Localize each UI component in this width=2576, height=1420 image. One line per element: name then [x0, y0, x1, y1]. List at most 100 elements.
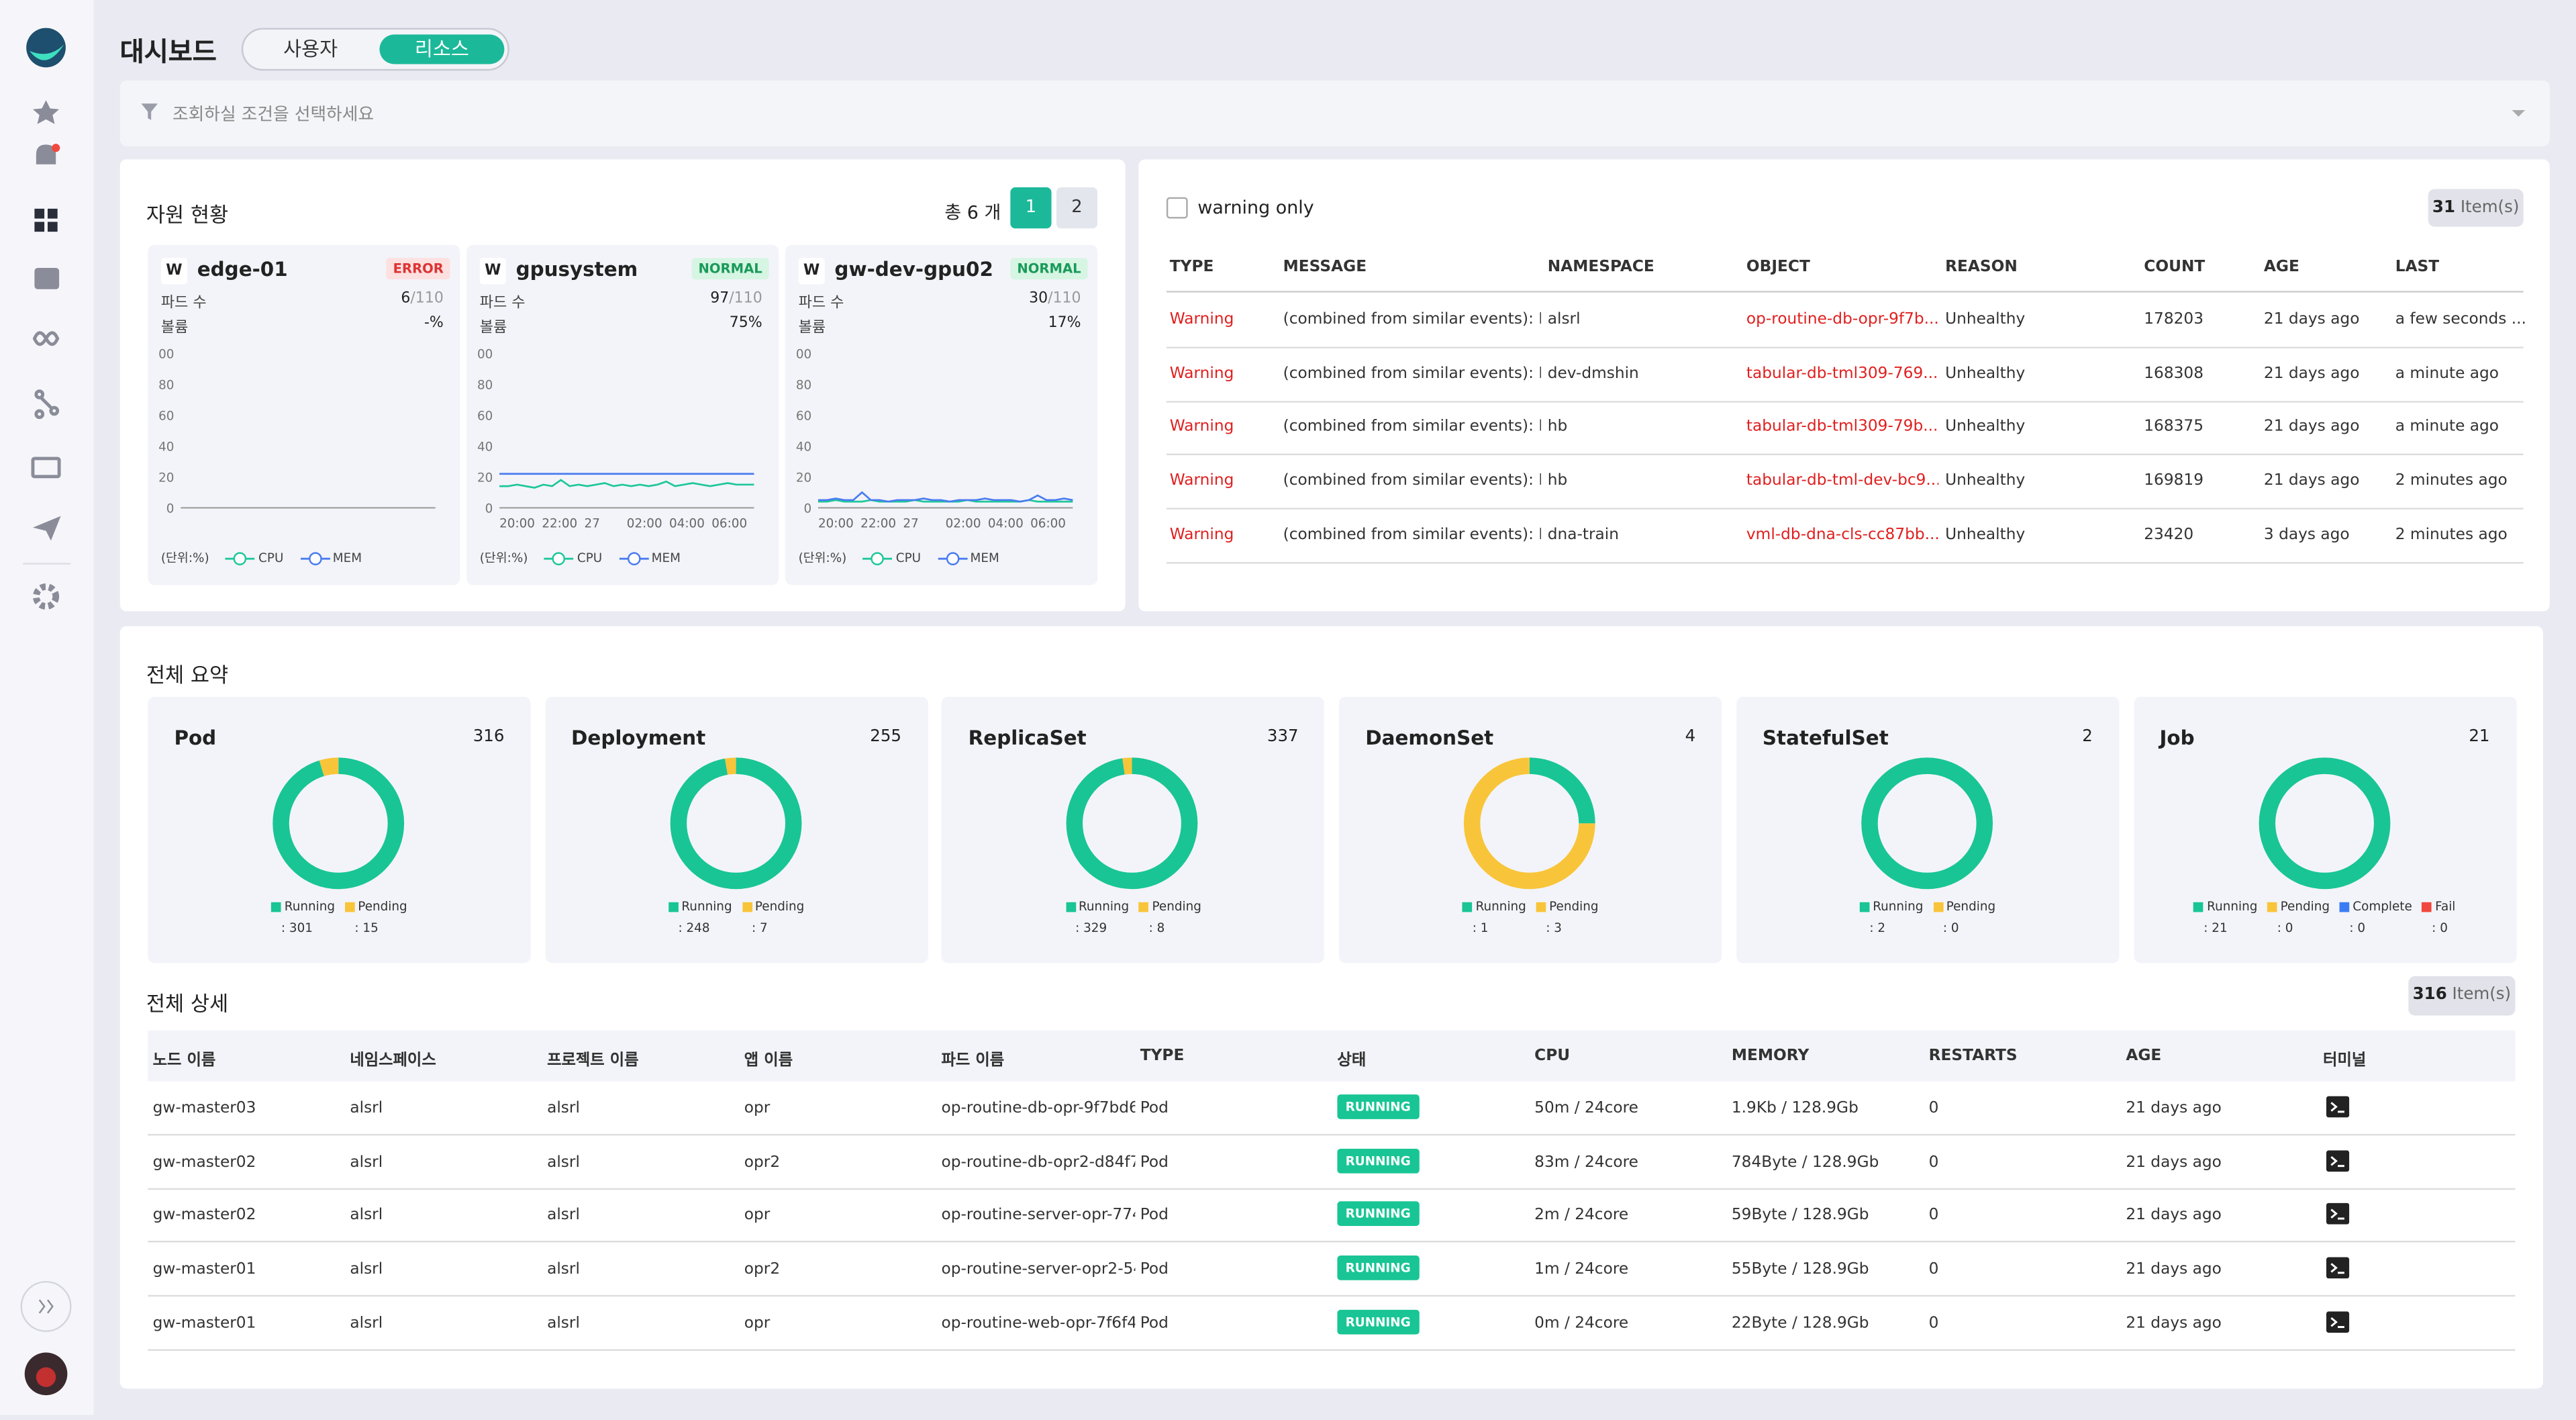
table-cell: 21 days ago	[2126, 1206, 2222, 1225]
checkbox-label: warning only	[1197, 197, 1314, 219]
table-cell: alsrl	[350, 1260, 383, 1279]
legend-item: Running: 301	[271, 899, 335, 935]
tab[interactable]: 사용자	[283, 38, 338, 61]
summary-name: Job	[2159, 726, 2195, 750]
icon-monitor[interactable]	[31, 457, 61, 479]
event-cell: (combined from similar events): L...	[1283, 525, 1541, 544]
column-header: 노드 이름	[152, 1051, 216, 1070]
table-cell: 83m / 24core	[1534, 1153, 1638, 1172]
chart-legend: (단위:%) CPU MEM	[799, 549, 1016, 567]
terminal-button[interactable]	[2326, 1311, 2350, 1333]
event-cell: 21 days ago	[2263, 310, 2360, 329]
legend-dot	[871, 551, 885, 565]
summary-card: StatefulSet 2 Running: 2 Pending: 0	[1736, 696, 2120, 963]
icon-settings[interactable]	[32, 583, 60, 610]
legend-item: Running: 2	[1859, 898, 1924, 935]
legend-top: Pending	[344, 899, 407, 914]
line-chart: 00 80 60 40 20 0 20:00 22:00 27 02:00 04:00 06:00	[796, 348, 1073, 531]
table-cell: 784Byte / 128.9Gb	[1731, 1153, 1879, 1172]
summary-card: Pod 316 Running: 301 Pending: 15	[148, 696, 531, 963]
column-header: 상태	[1337, 1051, 1367, 1070]
pods-value: 6	[401, 291, 411, 307]
icon-send[interactable]	[32, 516, 61, 541]
page-button[interactable]: 1	[1010, 187, 1052, 229]
legend-item: Pending: 15	[344, 899, 407, 935]
legend-value: : 21	[2203, 920, 2228, 935]
y-tick-label: 40	[796, 440, 811, 455]
table-cell: alsrl	[547, 1260, 580, 1279]
collapse-button[interactable]	[20, 1280, 72, 1332]
legend-dot	[234, 551, 247, 565]
terminal-glyph	[2330, 1155, 2344, 1167]
icon-hub[interactable]	[34, 389, 60, 420]
legend-top: Running	[668, 899, 732, 914]
legend-item: Running: 329	[1065, 899, 1129, 935]
legend-icon	[299, 551, 330, 565]
count-value: 31	[2432, 199, 2456, 218]
pods-count: 6/110	[401, 291, 444, 307]
terminal-button[interactable]	[2326, 1257, 2350, 1279]
page-title: 대시보드	[119, 36, 217, 68]
usage-label: 볼륨	[160, 320, 189, 337]
legend-name: Running	[1078, 898, 1130, 914]
legend-label: CPU	[577, 550, 603, 566]
legend-value: : 0	[2277, 920, 2293, 935]
table-cell: 1.9Kb / 128.9Gb	[1731, 1099, 1859, 1118]
details-count-badge: 316 Item(s)	[2408, 976, 2516, 1016]
tab[interactable]: 리소스	[379, 34, 505, 64]
terminal-glyph	[2330, 1263, 2344, 1274]
column-header: 프로젝트 이름	[547, 1051, 639, 1070]
x-tick-label: 06:00	[1030, 517, 1066, 531]
column-header: TYPE	[1169, 258, 1214, 277]
table-cell: opr	[744, 1206, 771, 1225]
resource-title: 자원 현황	[146, 202, 229, 227]
legend-name: Fail	[2435, 898, 2456, 914]
y-tick-label: 80	[158, 379, 174, 393]
checkbox[interactable]	[1166, 197, 1188, 219]
table-cell: gw-master02	[152, 1206, 256, 1225]
y-tick-label: 0	[803, 502, 811, 516]
icon-list[interactable]	[34, 267, 60, 289]
y-tick-label: 20	[158, 471, 174, 485]
legend-item: Running: 248	[668, 899, 732, 935]
legend-value: : 0	[2349, 920, 2366, 935]
donut-segment	[1464, 757, 1595, 890]
icon-bell[interactable]	[36, 144, 56, 164]
icon-infinity[interactable]	[32, 331, 60, 346]
legend-top: Fail	[2422, 899, 2455, 914]
icon-star[interactable]	[32, 100, 60, 124]
pods-max: /110	[1048, 291, 1081, 307]
table-header-line	[1166, 291, 2524, 293]
legend-name: Running	[1475, 898, 1526, 914]
legend-name: Running	[1873, 898, 1924, 914]
legend-swatch	[1536, 901, 1546, 912]
legend-value: : 0	[1942, 920, 1959, 935]
legend-top: Pending	[1138, 899, 1201, 914]
column-header: 터미널	[2323, 1051, 2367, 1070]
event-cell: op-routine-db-opr-9f7b...	[1746, 310, 1939, 329]
sidebar	[0, 0, 94, 1415]
filter-bar[interactable]: 조회하실 조건을 선택하세요	[119, 80, 2550, 146]
event-cell: (combined from similar events): L...	[1283, 310, 1541, 329]
event-cell: dna-train	[1547, 525, 1620, 544]
column-header: MESSAGE	[1283, 258, 1367, 277]
table-cell: 22Byte / 128.9Gb	[1731, 1314, 1869, 1333]
terminal-button[interactable]	[2326, 1203, 2350, 1225]
donut-legend: Running: 329 Pending: 8	[942, 899, 1324, 935]
event-cell: a minute ago	[2395, 364, 2499, 383]
icon-dashboard[interactable]	[34, 208, 58, 232]
filter-icon	[141, 103, 158, 120]
terminal-button[interactable]	[2326, 1149, 2350, 1172]
table-cell: 21 days ago	[2126, 1314, 2222, 1333]
page-button[interactable]: 2	[1056, 187, 1098, 229]
legend-icon	[618, 551, 648, 565]
y-tick-label: 20	[477, 471, 493, 485]
terminal-button[interactable]	[2326, 1096, 2350, 1118]
event-cell: Warning	[1169, 471, 1234, 490]
column-header: AGE	[2126, 1047, 2162, 1066]
donut-legend: Running: 1 Pending: 3	[1339, 899, 1722, 935]
